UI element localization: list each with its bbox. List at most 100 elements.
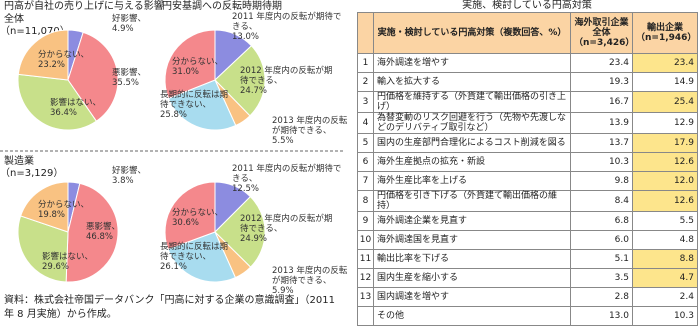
row-index: 7 bbox=[357, 171, 374, 191]
measure-cell: 輸出比率を下げる bbox=[373, 249, 571, 269]
row-index: 2 bbox=[357, 72, 374, 92]
slice-label: 長期的に反転は期待できない、 26.1% bbox=[160, 242, 230, 272]
slice-value: 46.8% bbox=[86, 232, 114, 242]
pie-slice bbox=[164, 181, 216, 250]
slice-value: 4.9% bbox=[112, 24, 134, 34]
slice-name: 2012 年度内の反転が期待できる、 bbox=[240, 66, 333, 86]
pie-slice bbox=[167, 231, 237, 283]
pie-slice bbox=[17, 73, 98, 131]
value-cell: 8.4 bbox=[570, 190, 633, 212]
slice-name: 分からない、 bbox=[38, 200, 90, 210]
measure-cell: 海外調達企業を見直す bbox=[373, 211, 571, 231]
value-cell: 6.0 bbox=[570, 230, 633, 250]
row-index: 8 bbox=[357, 190, 374, 212]
slice-name: 分からない、 bbox=[172, 208, 224, 218]
slice-label: 影響はない、 29.6% bbox=[42, 252, 102, 272]
slice-label: 分からない、 30.6% bbox=[172, 208, 232, 228]
slice-name: 影響はない、 bbox=[42, 252, 94, 262]
value-cell: 12.6 bbox=[632, 190, 698, 212]
value-cell: 23.4 bbox=[570, 53, 633, 73]
slice-label: 2012 年度内の反転が期待できる、 24.9% bbox=[240, 214, 340, 244]
pie-slice bbox=[17, 29, 69, 81]
slice-value: 31.0% bbox=[172, 67, 200, 77]
header-cell: 輸出企業（n=1,946） bbox=[632, 12, 698, 54]
row-index: 6 bbox=[357, 152, 374, 172]
slice-label: 分からない、 31.0% bbox=[172, 57, 232, 77]
row-index: 9 bbox=[357, 211, 374, 231]
header-cell: 海外取引企業全体（n=3,426） bbox=[570, 12, 634, 54]
slice-value: 5.9% bbox=[272, 286, 294, 296]
group-name: 全体 bbox=[4, 14, 24, 25]
pie-slice bbox=[67, 31, 119, 122]
row-index: 1 bbox=[357, 53, 374, 73]
pie-slice bbox=[20, 181, 69, 233]
source-note: 資料：株式会社帝国データバンク「円高に対する企業の意識調査」（2011 年 8 … bbox=[4, 295, 335, 320]
table-row: 3 円価格を維持する（外貨建て輸出価格の引き上げ） 16.7 25.4 bbox=[357, 91, 698, 113]
measure-cell: 輸入を拡大する bbox=[373, 72, 571, 92]
slice-name: 分からない、 bbox=[38, 50, 90, 60]
header-row: 実施・検討している円高対策（複数回答、%） 海外取引企業全体（n=3,426） … bbox=[357, 12, 698, 54]
pie-slice bbox=[214, 45, 266, 117]
table-row: その他 13.0 10.3 bbox=[357, 306, 698, 326]
slice-value: 24.9% bbox=[240, 234, 268, 244]
slice-label: 2011 年度内の反転が期待できる、 12.5% bbox=[232, 164, 342, 194]
value-cell: 12.0 bbox=[632, 171, 698, 191]
slice-label: 分からない、 23.2% bbox=[38, 50, 98, 70]
slice-label: 2011 年度内の反転が期待できる、 13.0% bbox=[232, 12, 342, 42]
value-cell: 13.9 bbox=[570, 112, 633, 134]
slice-label: 2013 年度内の反転が期待できる、 5.5% bbox=[272, 116, 352, 146]
group-n: （n=3,129） bbox=[0, 168, 64, 179]
slice-name: 長期的に反転は期待できない、 bbox=[160, 90, 229, 110]
slice-name: 好影響、 bbox=[112, 166, 147, 176]
slice-label: 影響はない、 36.4% bbox=[50, 98, 110, 118]
slice-value: 36.4% bbox=[50, 108, 78, 118]
measure-cell: 円価格を引き下げる（外貨建て輸出価格の維持） bbox=[373, 190, 571, 212]
slice-name: 2011 年度内の反転が期待できる、 bbox=[232, 164, 342, 184]
table-row: 4 為替変動のリスク回避を行う（先物や先渡しなどのデリバティブ取引など） 13.9 1… bbox=[357, 112, 698, 134]
slice-value: 13.0% bbox=[232, 32, 260, 42]
slice-name: 長期的に反転は期待できない、 bbox=[160, 242, 229, 262]
table-row: 7 海外生産比率を上げる 9.8 12.0 bbox=[357, 171, 698, 191]
slice-value: 23.2% bbox=[38, 60, 66, 70]
measure-cell: 海外調達を増やす bbox=[373, 53, 571, 73]
measure-cell: 国内の生産部門合理化によるコスト削減を図る bbox=[373, 133, 571, 153]
value-cell: 23.4 bbox=[632, 53, 698, 73]
measure-cell: その他 bbox=[373, 306, 571, 326]
slice-value: 12.5% bbox=[232, 184, 260, 194]
slice-name: 影響はない、 bbox=[50, 98, 102, 108]
pie-slice bbox=[164, 29, 216, 100]
slice-name: 悪影響、 bbox=[86, 222, 121, 232]
value-cell: 13.0 bbox=[570, 306, 633, 326]
slice-value: 29.6% bbox=[42, 262, 70, 272]
value-cell: 25.4 bbox=[632, 91, 698, 113]
slice-value: 35.5% bbox=[112, 78, 140, 88]
slice-value: 5.5% bbox=[272, 136, 294, 146]
slice-name: 2013 年度内の反転が期待できる、 bbox=[272, 116, 348, 136]
table-row: 2 輸入を拡大する 19.3 14.9 bbox=[357, 72, 698, 92]
table-row: 12 国内生産を縮小する 3.5 4.7 bbox=[357, 268, 698, 288]
value-cell: 19.3 bbox=[570, 72, 633, 92]
slice-value: 24.7% bbox=[240, 86, 268, 96]
table-row: 13 国内調達を増やす 2.8 2.4 bbox=[357, 287, 698, 307]
measure-cell: 国内生産を縮小する bbox=[373, 268, 571, 288]
value-cell: 10.3 bbox=[570, 152, 633, 172]
table-row: 6 海外生産拠点の拡充・新設 10.3 12.6 bbox=[357, 152, 698, 172]
header-cell bbox=[357, 12, 374, 54]
slice-name: 2012 年度内の反転が期待できる、 bbox=[240, 214, 333, 234]
value-cell: 6.8 bbox=[570, 211, 633, 231]
slice-label: 悪影響、 46.8% bbox=[86, 222, 136, 242]
measure-cell: 海外生産比率を上げる bbox=[373, 171, 571, 191]
value-cell: 2.4 bbox=[632, 287, 698, 307]
table-row: 10 海外調達国を見直す 6.0 4.8 bbox=[357, 230, 698, 250]
value-cell: 2.8 bbox=[570, 287, 633, 307]
pie-slice bbox=[167, 79, 237, 131]
panel-title: 円高が自社の売り上げに与える影響 bbox=[4, 1, 164, 12]
table-row: 1 海外調達を増やす 23.4 23.4 bbox=[357, 53, 698, 73]
value-cell: 9.8 bbox=[570, 171, 633, 191]
value-cell: 3.5 bbox=[570, 268, 633, 288]
pie-slice bbox=[65, 182, 119, 283]
value-cell: 17.9 bbox=[632, 133, 698, 153]
value-cell: 5.1 bbox=[570, 249, 633, 269]
row-index: 11 bbox=[357, 249, 374, 269]
